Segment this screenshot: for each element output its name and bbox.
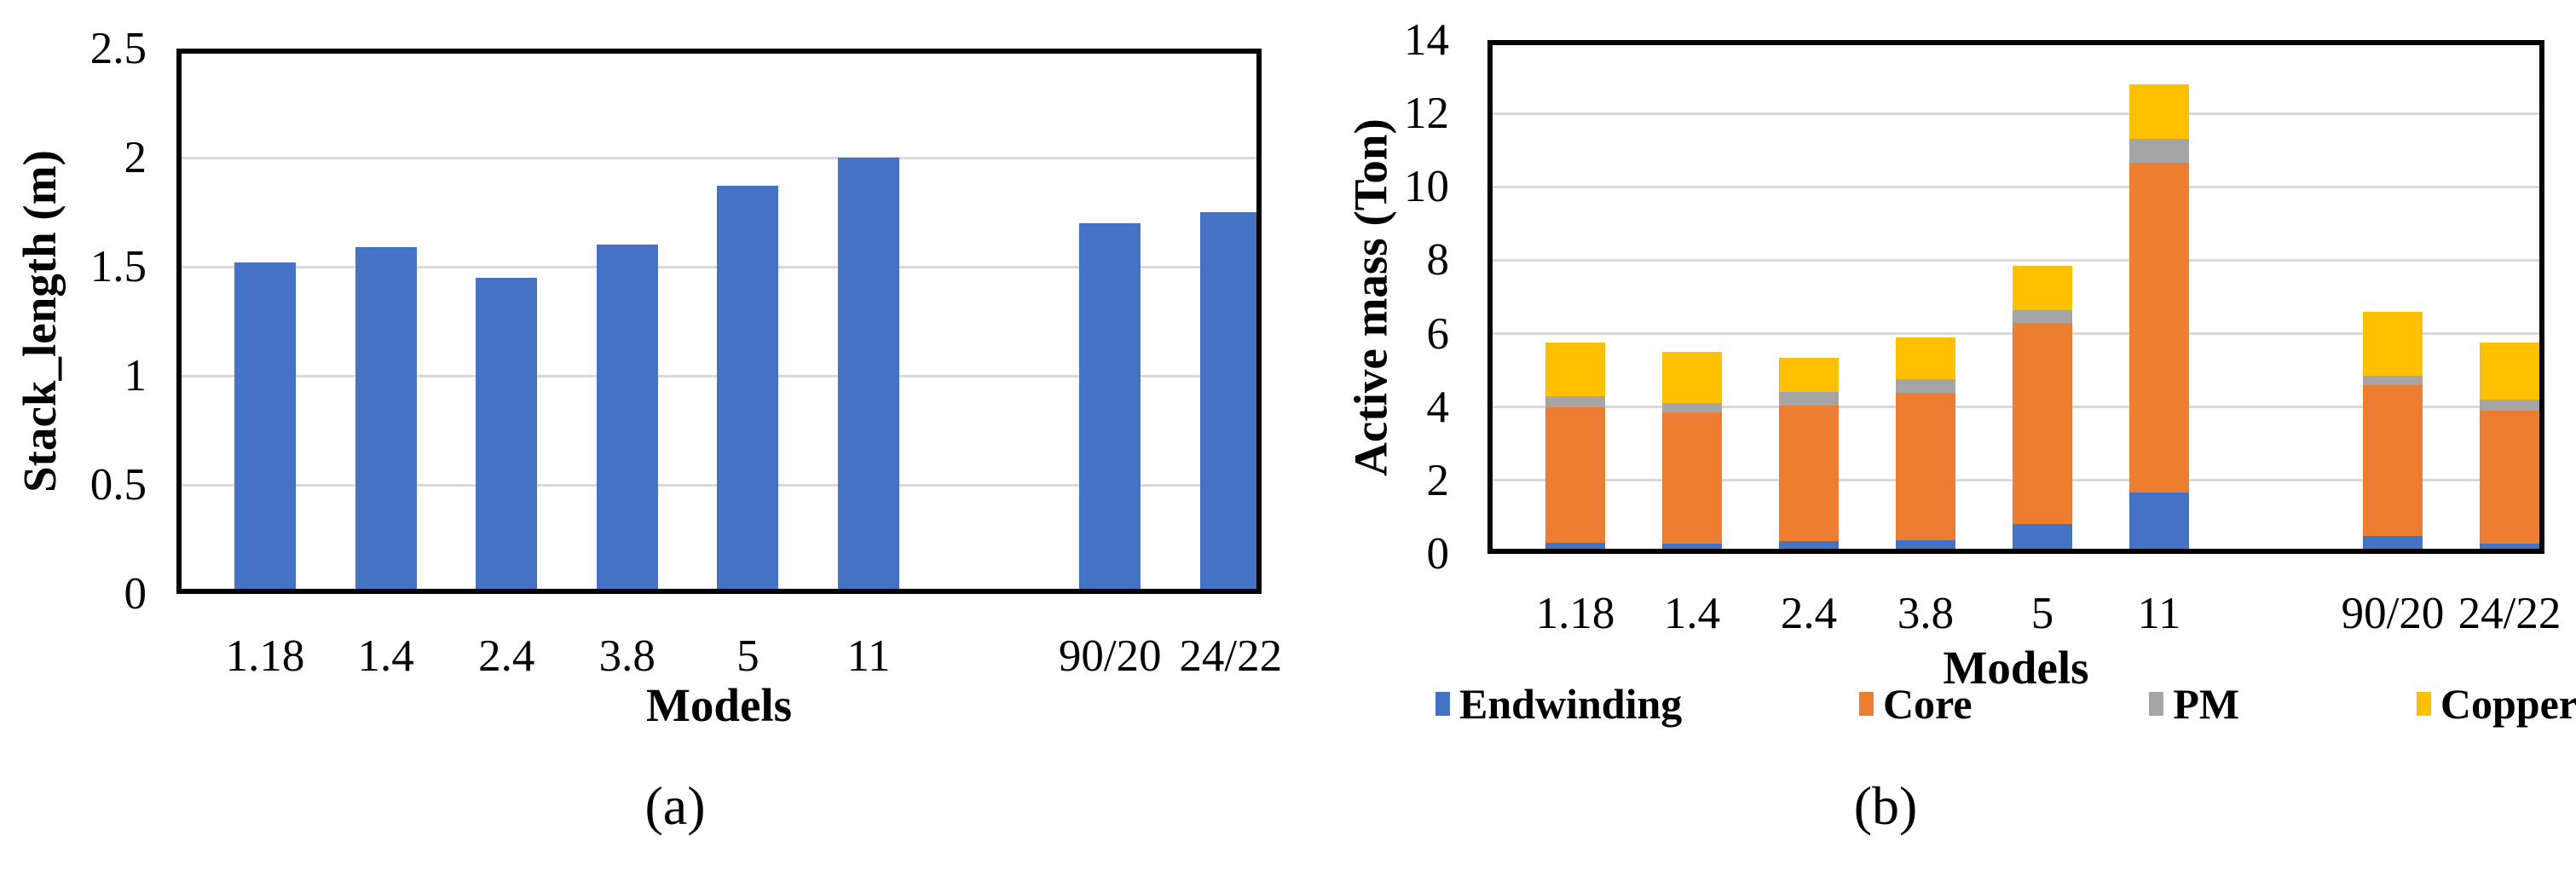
bar-1.18 <box>234 262 296 594</box>
y-axis-title: Active mass (Ton) <box>1344 118 1396 476</box>
bar-90/20 <box>1079 222 1141 594</box>
segment-pm-2.4 <box>1779 392 1839 406</box>
segment-copper-2.4 <box>1779 357 1839 393</box>
y-tick-label-10: 10 <box>1404 162 1449 212</box>
bar-1.4 <box>355 246 417 594</box>
gridline-y-12 <box>1487 112 2544 115</box>
segment-core-3.8 <box>1896 393 1955 540</box>
y-tick-label-14: 14 <box>1404 15 1449 65</box>
segment-copper-24/22 <box>2480 343 2539 400</box>
y-tick-label-2: 2 <box>1426 455 1450 505</box>
y-tick-label-2: 2 <box>124 133 147 182</box>
x-tick-label-5: 5 <box>2030 589 2054 638</box>
legend-item-copper: Copper <box>2416 680 2576 728</box>
y-tick-label-12: 12 <box>1404 89 1449 139</box>
plot-area-frame <box>1487 40 2544 554</box>
segment-pm-24/22 <box>2480 400 2539 411</box>
legend-item-pm: PM <box>2149 680 2239 728</box>
y-tick-label-0: 0 <box>124 569 147 619</box>
y-tick-label-0.5: 0.5 <box>90 460 147 510</box>
copper-swatch-icon <box>2416 692 2431 716</box>
legend-label-copper: Copper <box>2440 680 2576 728</box>
endwinding-swatch-icon <box>1435 692 1450 716</box>
legend-label-pm: PM <box>2173 680 2240 728</box>
caption-a: (a) <box>644 775 706 836</box>
y-axis-title: Stack_length (m) <box>14 150 66 493</box>
y-tick-label-1.5: 1.5 <box>90 242 147 291</box>
x-tick-label-1.4: 1.4 <box>1663 589 1721 638</box>
legend-item-core: Core <box>1859 680 1972 728</box>
segment-core-1.18 <box>1545 406 1605 544</box>
gridline-y-10 <box>1487 185 2544 188</box>
core-swatch-icon <box>1859 692 1874 716</box>
y-tick-label-4: 4 <box>1426 382 1450 432</box>
gridline-y-2 <box>176 156 1262 159</box>
x-tick-label-2.4: 2.4 <box>1780 589 1838 638</box>
x-tick-label-11: 11 <box>2137 589 2181 638</box>
segment-copper-11 <box>2129 84 2189 140</box>
segment-core-11 <box>2129 163 2189 493</box>
x-tick-label-2.4: 2.4 <box>478 631 535 681</box>
segment-pm-1.18 <box>1545 395 1605 407</box>
segment-core-24/22 <box>2480 411 2539 544</box>
bar-11 <box>838 158 899 594</box>
segment-pm-3.8 <box>1896 379 1955 394</box>
bar-24/22 <box>1199 212 1262 594</box>
x-tick-label-1.4: 1.4 <box>357 631 414 681</box>
y-tick-label-0: 0 <box>1426 529 1450 579</box>
pm-swatch-icon <box>2149 692 2164 716</box>
bar-5 <box>717 186 779 594</box>
x-tick-label-11: 11 <box>846 631 891 681</box>
bar-2.4 <box>476 277 538 594</box>
segment-endwinding-11 <box>2129 492 2189 554</box>
x-tick-label-1.18: 1.18 <box>1535 589 1615 638</box>
segment-pm-5 <box>2013 309 2072 323</box>
x-axis-title: Models <box>645 679 793 731</box>
legend: Endwinding Core PM Copper <box>1435 680 2576 728</box>
x-tick-label-90/20: 90/20 <box>2341 589 2445 638</box>
legend-label-core: Core <box>1883 680 1972 728</box>
x-tick-label-1.18: 1.18 <box>225 631 305 681</box>
bar-3.8 <box>596 245 658 594</box>
y-tick-label-2.5: 2.5 <box>90 24 147 73</box>
x-tick-label-24/22: 24/22 <box>1179 631 1283 681</box>
segment-pm-1.4 <box>1662 402 1722 413</box>
legend-item-endwinding: Endwinding <box>1435 680 1682 728</box>
caption-b: (b) <box>1853 775 1918 836</box>
x-axis-title: Models <box>1943 642 2089 694</box>
segment-copper-5 <box>2013 265 2072 310</box>
chart-panel-a-stack-length: (a) 0 0.5 1 1.5 2 2.5 1.18 1.4 2.4 3.8 5 11 90/20 24/… <box>14 24 1282 836</box>
x-tick-label-5: 5 <box>736 631 760 681</box>
legend-label-endwinding: Endwinding <box>1459 680 1683 728</box>
segment-copper-3.8 <box>1896 337 1955 380</box>
segment-copper-1.4 <box>1662 352 1722 403</box>
y-tick-label-8: 8 <box>1426 235 1450 285</box>
chart-panel-b-active-mass: (b) 0 2 4 6 8 10 12 14 1.18 1.4 2.4 3.8 5 11 90/20 24/2… <box>1289 0 2576 870</box>
y-tick-label-1: 1 <box>124 351 147 400</box>
x-tick-label-3.8: 3.8 <box>1897 589 1955 638</box>
x-tick-label-24/22: 24/22 <box>2458 589 2562 638</box>
x-tick-label-90/20: 90/20 <box>1058 631 1162 681</box>
segment-core-90/20 <box>2363 384 2423 537</box>
segment-core-1.4 <box>1662 412 1722 544</box>
x-tick-label-3.8: 3.8 <box>598 631 656 681</box>
segment-pm-90/20 <box>2363 376 2423 385</box>
segment-copper-90/20 <box>2363 311 2423 377</box>
plot-area-frame <box>176 49 1262 594</box>
segment-core-5 <box>2013 322 2072 524</box>
gridline-y-8 <box>1487 258 2544 262</box>
y-tick-label-6: 6 <box>1426 308 1450 359</box>
segment-copper-1.18 <box>1545 343 1605 396</box>
segment-core-2.4 <box>1779 405 1839 541</box>
segment-pm-11 <box>2129 139 2189 164</box>
